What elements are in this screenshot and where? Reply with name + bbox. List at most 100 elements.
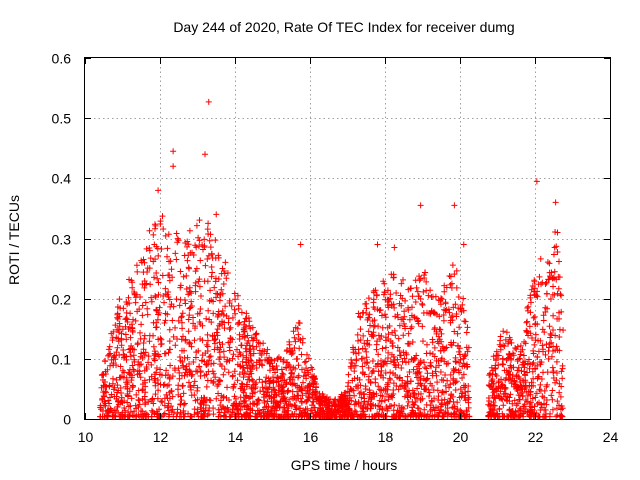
- data-point: [181, 400, 188, 407]
- data-point: [225, 369, 232, 376]
- data-point: [210, 405, 217, 412]
- data-point: [359, 370, 366, 377]
- data-point: [216, 297, 223, 304]
- data-point: [142, 383, 149, 390]
- data-point: [295, 374, 302, 381]
- data-point: [401, 308, 408, 315]
- data-point: [204, 348, 211, 355]
- data-point: [295, 362, 302, 369]
- data-point: [176, 302, 183, 309]
- data-point: [405, 398, 412, 405]
- data-point: [138, 321, 145, 328]
- data-point: [204, 377, 211, 384]
- data-point: [224, 384, 231, 391]
- data-point: [280, 356, 287, 363]
- data-point: [257, 357, 264, 364]
- data-point: [533, 178, 540, 185]
- data-point: [351, 375, 358, 382]
- data-point: [155, 252, 162, 259]
- data-point: [452, 301, 459, 308]
- data-point: [143, 364, 150, 371]
- data-point: [384, 287, 391, 294]
- data-point: [442, 371, 449, 378]
- data-point: [219, 265, 226, 272]
- data-point: [166, 346, 173, 353]
- data-point: [148, 407, 155, 414]
- data-point: [213, 294, 220, 301]
- data-point: [107, 394, 114, 401]
- data-point: [117, 374, 124, 381]
- data-point: [130, 366, 137, 373]
- data-point: [250, 350, 257, 357]
- data-point: [240, 321, 247, 328]
- data-point: [277, 398, 284, 405]
- data-point: [168, 403, 175, 410]
- data-point: [205, 230, 212, 237]
- data-point: [144, 268, 151, 275]
- data-point: [207, 353, 214, 360]
- data-point: [512, 345, 519, 352]
- data-point: [393, 289, 400, 296]
- data-point: [244, 340, 251, 347]
- data-point: [457, 356, 464, 363]
- data-point: [123, 379, 130, 386]
- data-point: [238, 342, 245, 349]
- data-point: [456, 359, 463, 366]
- data-point: [263, 413, 270, 420]
- data-point: [247, 357, 254, 364]
- data-point: [196, 363, 203, 370]
- data-point: [440, 317, 447, 324]
- data-point: [144, 305, 151, 312]
- data-point: [383, 413, 390, 420]
- data-point: [348, 356, 355, 363]
- data-point: [116, 296, 123, 303]
- data-point: [215, 311, 222, 318]
- data-point: [217, 413, 224, 420]
- data-point: [377, 336, 384, 343]
- data-point: [488, 401, 495, 408]
- data-point: [136, 306, 143, 313]
- data-point: [152, 391, 159, 398]
- data-point: [556, 274, 563, 281]
- data-point: [117, 399, 124, 406]
- data-point: [102, 388, 109, 395]
- data-point: [447, 381, 454, 388]
- data-point: [291, 334, 298, 341]
- data-point: [173, 256, 180, 263]
- data-point: [522, 379, 529, 386]
- data-point: [251, 389, 258, 396]
- data-point: [536, 386, 543, 393]
- data-point: [427, 407, 434, 414]
- data-point: [170, 163, 177, 170]
- data-point: [254, 397, 261, 404]
- data-point: [215, 252, 222, 259]
- data-point: [207, 287, 214, 294]
- data-point: [456, 324, 463, 331]
- data-point: [355, 337, 362, 344]
- data-point: [266, 393, 273, 400]
- data-point: [528, 286, 535, 293]
- data-point: [113, 376, 120, 383]
- data-point: [229, 406, 236, 413]
- data-point: [306, 380, 313, 387]
- data-point: [390, 274, 397, 281]
- data-point: [221, 409, 228, 416]
- data-point: [557, 291, 564, 298]
- data-point: [275, 387, 282, 394]
- data-point: [252, 331, 259, 338]
- data-point: [283, 348, 290, 355]
- data-point: [163, 391, 170, 398]
- data-point: [423, 365, 430, 372]
- data-point: [176, 375, 183, 382]
- data-point: [253, 330, 260, 337]
- data-point: [383, 344, 390, 351]
- data-point: [194, 368, 201, 375]
- data-point: [460, 241, 467, 248]
- data-point: [168, 266, 175, 273]
- data-point: [549, 387, 556, 394]
- data-point: [379, 405, 386, 412]
- data-point: [538, 375, 545, 382]
- data-point: [497, 337, 504, 344]
- data-point: [283, 364, 290, 371]
- data-point: [186, 227, 193, 234]
